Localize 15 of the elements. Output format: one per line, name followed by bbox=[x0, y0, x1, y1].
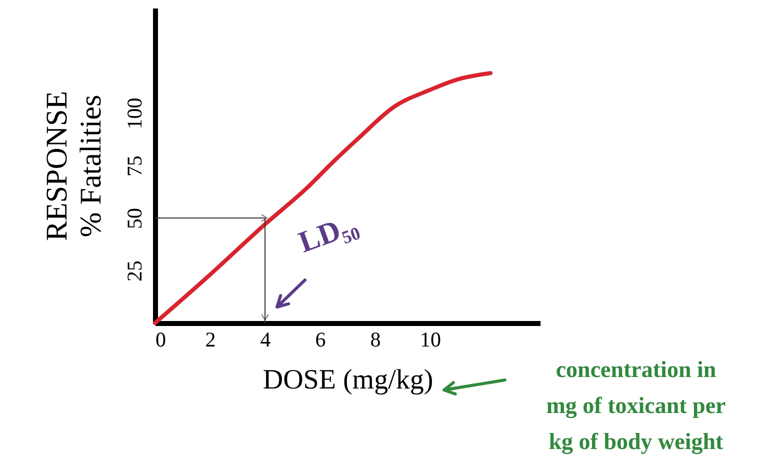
x-tick-label: 0 bbox=[156, 328, 166, 352]
x-tick-label: 10 bbox=[420, 328, 441, 352]
x-axis-title: DOSE (mg/kg) bbox=[262, 364, 434, 396]
annotation: LD₅₀ bbox=[294, 208, 362, 260]
x-tick-label: 2 bbox=[205, 328, 216, 352]
y-tick-label: 25 bbox=[122, 260, 146, 282]
y-tick-label: 50 bbox=[122, 208, 146, 229]
x-tick-label: 8 bbox=[370, 328, 381, 352]
y-tick-label: 100 bbox=[122, 98, 146, 130]
x-tick-label: 4 bbox=[260, 328, 272, 352]
y-axis-title: RESPONSE % Fatalities bbox=[40, 90, 108, 242]
text: concentration in mg of toxicant per kg of body weight bbox=[545, 356, 727, 456]
x-tick-label: 6 bbox=[315, 328, 326, 352]
line-series bbox=[153, 71, 492, 325]
y-tick-label: 75 bbox=[122, 156, 146, 176]
